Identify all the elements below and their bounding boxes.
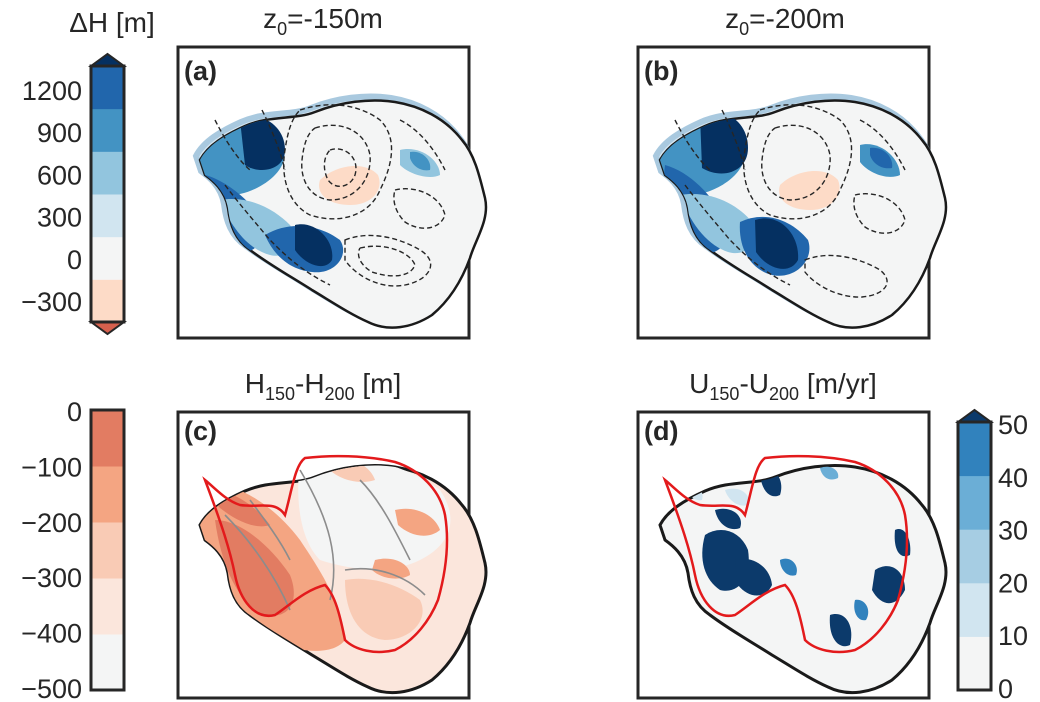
colorbar-dh: 1200 900 600 300 0 −300 <box>21 52 128 336</box>
cb-hdiff-tick-label: −300 <box>21 563 82 593</box>
cb-dh-frame <box>89 64 126 324</box>
cb-udiff-tick-label: 10 <box>998 621 1028 651</box>
panel-label-b: (b) <box>644 56 678 86</box>
colorbar-udiff: 50 40 30 20 10 0 <box>954 408 1028 702</box>
cb-udiff-frame <box>956 420 993 692</box>
cb-udiff-swatch <box>958 529 991 584</box>
cb-dh-swatch <box>91 236 124 280</box>
colorbar-hdiff: 0 −100 −200 −300 −400 −500 <box>21 397 126 702</box>
cb-dh-tick-label: 900 <box>37 118 82 148</box>
panel-d: U150-U200 [m/yr] (d) <box>636 368 948 700</box>
cb-hdiff-tick-label: −200 <box>21 508 82 538</box>
cb-hdiff-swatch <box>91 466 124 523</box>
panel-label-c: (c) <box>184 416 217 446</box>
panel-b: z0=-200m (b) <box>636 3 948 340</box>
cb-hdiff-tick-label: −400 <box>21 619 82 649</box>
cb-dh-tick-label: −300 <box>21 287 82 317</box>
cb-udiff-swatch <box>958 582 991 637</box>
panel-a: z0=-150m (a) <box>176 3 488 340</box>
cb-hdiff-swatch <box>91 634 124 691</box>
cb-hdiff-tick-label: −500 <box>21 674 82 702</box>
title-d: U150-U200 [m/yr] <box>689 368 877 404</box>
title-c: H150-H200 [m] <box>245 368 402 404</box>
cb-udiff-tick-label: 30 <box>998 516 1028 546</box>
cb-hdiff-swatch <box>91 410 124 467</box>
cb-dh-swatch <box>91 279 124 323</box>
cb-udiff-swatch <box>958 475 991 530</box>
cb-hdiff-tick-label: −100 <box>21 452 82 482</box>
cb-dh-swatch <box>91 151 124 195</box>
cb-dh-tick-label: 1200 <box>22 76 82 106</box>
cb-udiff-extend-top <box>954 408 995 423</box>
title-b: z0=-200m <box>725 3 845 39</box>
contours-c <box>224 469 426 611</box>
cb-hdiff-swatch <box>91 578 124 635</box>
thickness-change-field-a <box>200 112 440 273</box>
title-a: z0=-150m <box>263 3 383 39</box>
cb-dh-swatch <box>91 194 124 238</box>
contour-lines-b <box>674 104 906 298</box>
cb-dh-swatch <box>91 108 124 152</box>
grounding-line-c <box>202 454 449 654</box>
cb-udiff-tick-label: 50 <box>998 410 1028 440</box>
cb-dh-tick-label: 300 <box>37 203 82 233</box>
panel-label-a: (a) <box>184 56 217 86</box>
colorbar-dh-label: ΔH [m] <box>69 7 155 38</box>
cb-udiff-tick-label: 20 <box>998 568 1028 598</box>
cb-hdiff-frame <box>89 408 126 692</box>
panel-label-d: (d) <box>644 416 678 446</box>
cb-hdiff-tick-label: 0 <box>67 397 82 427</box>
cb-dh-tick-label: 0 <box>67 245 82 275</box>
contour-lines-a <box>214 104 446 287</box>
panel-c: H150-H200 [m] (c) <box>176 368 488 700</box>
cb-dh-extend-bottom <box>87 321 128 336</box>
grounding-line-d <box>662 454 909 654</box>
cb-dh-tick-label: 600 <box>37 160 82 190</box>
cb-udiff-tick-label: 40 <box>998 463 1028 493</box>
cb-dh-extend-top <box>87 52 128 67</box>
cb-hdiff-swatch <box>91 522 124 579</box>
cb-udiff-tick-label: 0 <box>998 674 1013 702</box>
cb-dh-swatch <box>91 66 124 110</box>
cb-udiff-swatch <box>958 422 991 477</box>
cb-udiff-swatch <box>958 636 991 691</box>
